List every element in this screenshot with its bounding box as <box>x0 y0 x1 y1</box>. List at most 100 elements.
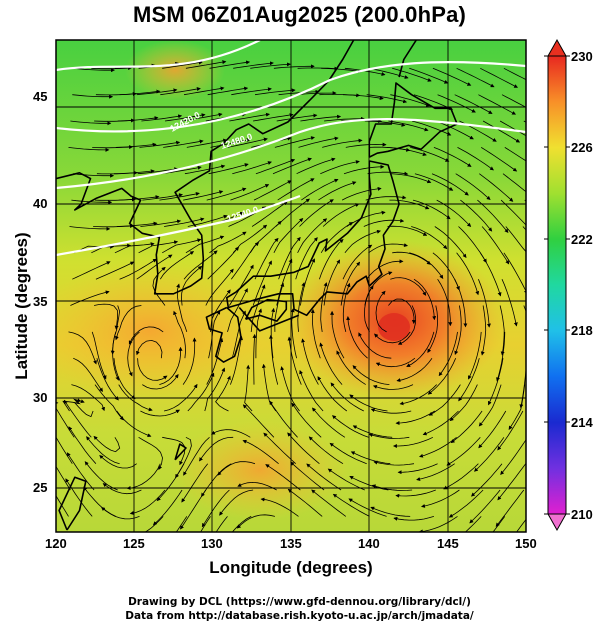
streamline <box>344 229 381 254</box>
streamline <box>308 436 344 465</box>
streamline <box>68 331 97 365</box>
streamline <box>421 489 460 508</box>
streamline <box>474 437 505 472</box>
streamline <box>182 337 197 385</box>
coastlines <box>56 40 458 531</box>
streamline <box>159 346 183 385</box>
streamline <box>182 112 223 122</box>
streamline <box>456 67 495 88</box>
streamline <box>219 489 254 516</box>
plot-title: MSM 06Z01Aug2025 (200.0hPa) <box>132 2 467 27</box>
streamline <box>427 305 439 353</box>
streamline <box>215 375 231 412</box>
streamline <box>497 463 526 501</box>
streamline <box>324 116 365 122</box>
streamline <box>278 89 320 96</box>
streamline <box>290 461 325 491</box>
warm-region-north <box>125 40 225 100</box>
streamline <box>208 163 249 175</box>
streamline <box>388 120 429 132</box>
streamline <box>468 331 482 380</box>
streamline <box>481 226 510 265</box>
streamline <box>492 516 506 532</box>
streamline <box>456 252 480 296</box>
colorbar-tick-226: 226 <box>571 140 593 155</box>
streamline <box>431 173 469 196</box>
streamline <box>375 290 387 333</box>
streamline <box>310 309 321 359</box>
streamline <box>140 409 181 417</box>
streamline <box>152 266 166 306</box>
streamline <box>319 342 343 385</box>
streamline <box>477 199 509 234</box>
streamline <box>330 382 364 412</box>
streamline <box>275 198 310 227</box>
streamline <box>66 452 95 491</box>
streamline <box>455 173 491 201</box>
streamline <box>254 237 279 280</box>
streamline <box>70 290 110 306</box>
streamline <box>388 298 416 325</box>
streamline <box>94 303 119 330</box>
coastline <box>205 306 242 363</box>
streamline <box>422 410 459 436</box>
streamline <box>497 410 524 451</box>
streamline <box>478 410 507 449</box>
streamline <box>119 89 161 96</box>
streamline <box>389 199 430 210</box>
streamline <box>184 164 226 175</box>
streamline <box>348 498 387 517</box>
streamline <box>162 436 186 466</box>
streamline <box>265 464 301 491</box>
y-tick-40: 40 <box>33 196 48 211</box>
streamline <box>433 147 472 167</box>
streamlines <box>56 60 526 532</box>
streamline <box>411 226 448 250</box>
x-tick-130: 130 <box>201 536 223 551</box>
streamline <box>278 236 301 280</box>
streamline <box>499 305 505 356</box>
streamline <box>300 258 315 306</box>
streamline <box>210 289 231 332</box>
streamline <box>210 138 251 148</box>
streamline <box>501 279 518 327</box>
streamline <box>373 460 415 466</box>
streamline <box>74 67 115 73</box>
streamline <box>427 358 457 395</box>
streamline <box>358 332 392 359</box>
x-tick-145: 145 <box>437 536 459 551</box>
streamline <box>242 404 275 438</box>
streamline <box>390 277 427 296</box>
streamline <box>227 137 268 148</box>
streamline <box>273 64 315 69</box>
streamline <box>323 259 341 306</box>
streamline <box>276 258 293 306</box>
streamline <box>73 357 103 392</box>
streamline <box>207 86 249 96</box>
streamline <box>342 282 351 332</box>
streamline <box>392 251 431 265</box>
streamline <box>342 94 384 101</box>
streamline <box>438 331 458 377</box>
streamline <box>135 339 163 359</box>
streamline <box>277 178 315 201</box>
streamline <box>117 116 159 122</box>
streamline <box>263 432 296 464</box>
streamline <box>276 113 318 122</box>
streamline <box>114 305 142 341</box>
colorbar-max-arrow <box>547 38 567 57</box>
streamline <box>469 489 501 524</box>
streamline <box>110 305 121 355</box>
streamline <box>208 310 221 359</box>
streamline <box>160 87 201 96</box>
streamline <box>502 173 526 193</box>
streamline <box>478 279 491 328</box>
streamline <box>322 138 363 148</box>
streamline <box>322 203 360 227</box>
streamline <box>409 67 449 84</box>
streamline <box>253 180 292 201</box>
streamline <box>368 243 408 254</box>
streamline <box>140 219 182 227</box>
